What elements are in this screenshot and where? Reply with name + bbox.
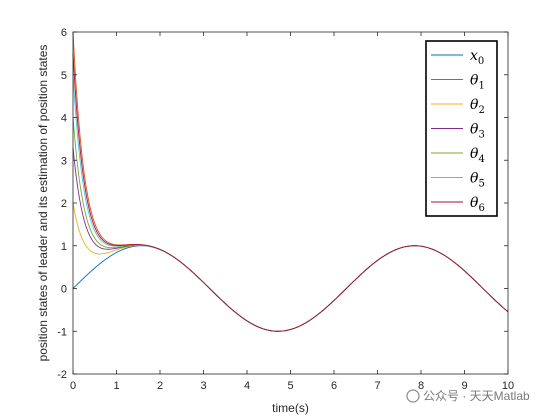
x-tick-label: 8 — [418, 380, 424, 392]
x-tick-label: 3 — [200, 380, 206, 392]
x-tick-label: 5 — [287, 380, 293, 392]
x-tick-label: 7 — [374, 380, 380, 392]
legend-symbol: x — [470, 48, 478, 64]
curves — [72, 31, 509, 332]
watermark-text: 公众号 · 天天Matlab — [423, 389, 530, 403]
legend-label: θ3 — [470, 122, 485, 141]
legend-subscript: 6 — [478, 203, 484, 214]
y-tick-label: 5 — [61, 70, 67, 82]
legend-label: θ4 — [470, 146, 485, 165]
legend-symbol: θ — [470, 195, 479, 211]
wechat-icon — [406, 389, 420, 403]
legend-symbol: θ — [470, 171, 479, 187]
legend-symbol: θ — [470, 122, 479, 138]
x-tick-label: 9 — [461, 380, 467, 392]
y-axis-label: position states of leader and its estima… — [36, 45, 50, 362]
x-tick-label: 1 — [113, 380, 119, 392]
legend-subscript: 1 — [478, 81, 484, 92]
legend-subscript: 5 — [478, 179, 484, 190]
y-tick-label: 3 — [61, 155, 67, 167]
legend-subscript: 4 — [478, 154, 484, 165]
y-tick-label: -1 — [57, 326, 67, 338]
legend-subscript: 0 — [478, 56, 484, 67]
legend-subscript: 2 — [478, 105, 484, 116]
y-tick-label: 2 — [61, 198, 67, 210]
x-tick-label: 6 — [331, 380, 337, 392]
legend-symbol: θ — [470, 146, 479, 162]
y-tick-label: 6 — [61, 27, 67, 39]
legend-label: θ2 — [470, 97, 485, 116]
legend-symbol: θ — [470, 97, 479, 113]
x-tick-label: 2 — [157, 380, 163, 392]
legend-label: θ5 — [470, 171, 485, 190]
legend-subscript: 3 — [478, 130, 484, 141]
watermark: 公众号 · 天天Matlab — [406, 389, 530, 403]
legend-label: θ1 — [470, 73, 485, 92]
x-tick-label: 10 — [502, 380, 514, 392]
y-tick-label: 1 — [61, 241, 67, 253]
series-theta6-line — [72, 53, 509, 332]
legend-symbol: θ — [470, 73, 479, 89]
y-tick-label: 4 — [61, 113, 67, 125]
y-tick-label: 0 — [61, 284, 67, 296]
y-tick-label: -2 — [57, 369, 67, 381]
x-tick-label: 0 — [70, 380, 76, 392]
x-axis-label: time(s) — [272, 401, 309, 415]
legend-label: x0 — [470, 48, 484, 67]
x-tick-label: 4 — [244, 380, 250, 392]
legend-label: θ6 — [470, 195, 485, 214]
